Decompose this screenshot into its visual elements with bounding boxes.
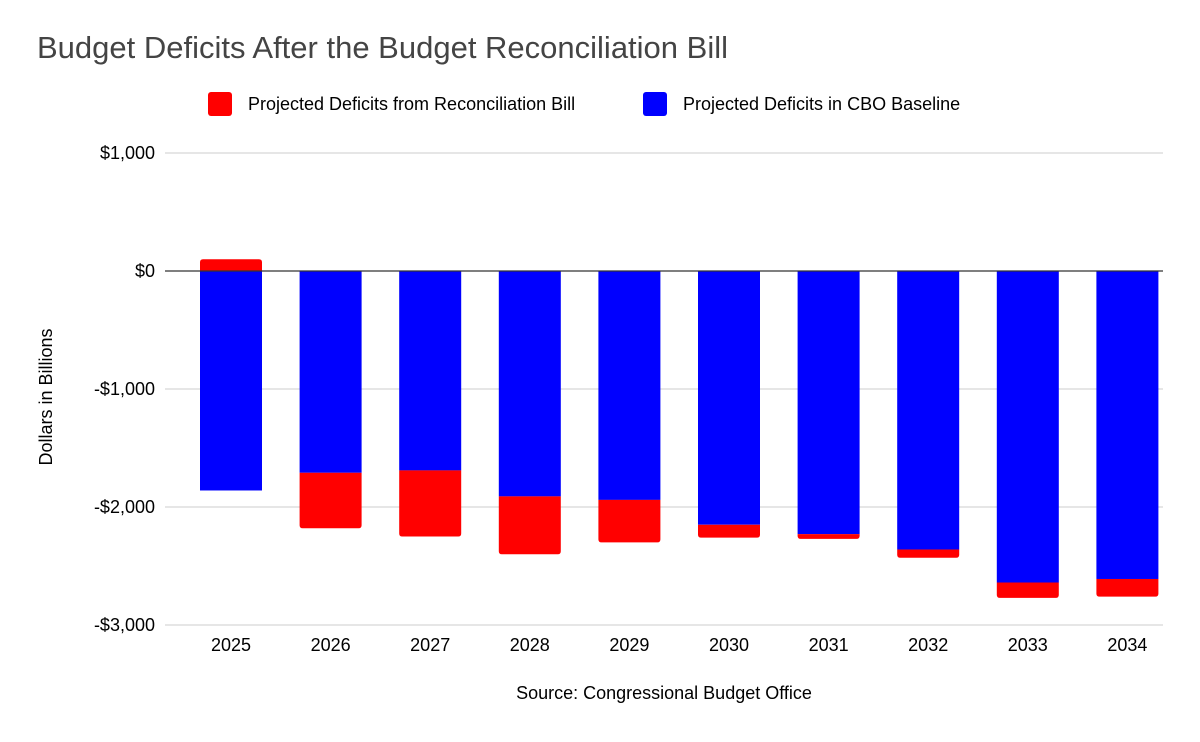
bar-reconciliation-2026 — [299, 472, 362, 529]
y-tick-label: -$1,000 — [94, 379, 155, 399]
y-tick-label: $1,000 — [100, 143, 155, 163]
axes: $1,000 $0 -$1,000 -$2,000 -$3,000 2025 2026 202… — [94, 143, 1163, 655]
bar-reconciliation-2028 — [498, 496, 561, 555]
y-tick-label: -$2,000 — [94, 497, 155, 517]
bar-baseline-2030 — [698, 271, 760, 525]
bar-baseline-2026 — [299, 271, 362, 473]
bar-reconciliation-2034 — [1096, 578, 1159, 597]
source-note: Source: Congressional Budget Office — [516, 683, 812, 703]
x-tick-label: 2031 — [809, 635, 849, 655]
x-tick-label: 2034 — [1107, 635, 1147, 655]
bar-baseline-2028 — [498, 271, 561, 497]
legend-swatch-blue — [643, 92, 667, 116]
bar-reconciliation-2033 — [996, 582, 1059, 598]
bar-baseline-2031 — [797, 271, 860, 535]
bar-reconciliation-2031 — [797, 534, 860, 539]
x-tick-label: 2025 — [211, 635, 251, 655]
bar-baseline-2029 — [598, 271, 661, 500]
x-tick-label: 2030 — [709, 635, 749, 655]
bar-baseline-2032 — [897, 271, 960, 550]
bar-baseline-2033 — [996, 271, 1059, 583]
legend-label-baseline: Projected Deficits in CBO Baseline — [683, 93, 961, 114]
bar-reconciliation-2032 — [897, 549, 960, 558]
legend: Projected Deficits from Reconciliation B… — [0, 92, 1200, 120]
bar-baseline-2025 — [200, 271, 262, 491]
chart-title: Budget Deficits After the Budget Reconci… — [37, 30, 728, 65]
legend-item-baseline: Projected Deficits in CBO Baseline — [643, 92, 960, 116]
x-tick-label: 2029 — [609, 635, 649, 655]
x-tick-label: 2028 — [510, 635, 550, 655]
x-tick-label: 2033 — [1008, 635, 1048, 655]
legend-item-reconciliation: Projected Deficits from Reconciliation B… — [208, 92, 575, 116]
bar-reconciliation-2029 — [598, 499, 661, 543]
x-tick-label: 2027 — [410, 635, 450, 655]
bar-reconciliation-2025 — [200, 259, 262, 271]
bar-baseline-2027 — [399, 271, 462, 471]
legend-label-reconciliation: Projected Deficits from Reconciliation B… — [248, 93, 576, 114]
y-tick-label: $0 — [135, 261, 155, 281]
bar-reconciliation-2030 — [698, 524, 760, 538]
bars — [200, 259, 1159, 598]
legend-swatch-red — [208, 92, 232, 116]
y-axis-label: Dollars in Billions — [36, 328, 56, 465]
y-tick-label: -$3,000 — [94, 615, 155, 635]
x-tick-label: 2032 — [908, 635, 948, 655]
bar-reconciliation-2027 — [399, 470, 462, 537]
bar-baseline-2034 — [1096, 271, 1159, 579]
x-tick-label: 2026 — [311, 635, 351, 655]
